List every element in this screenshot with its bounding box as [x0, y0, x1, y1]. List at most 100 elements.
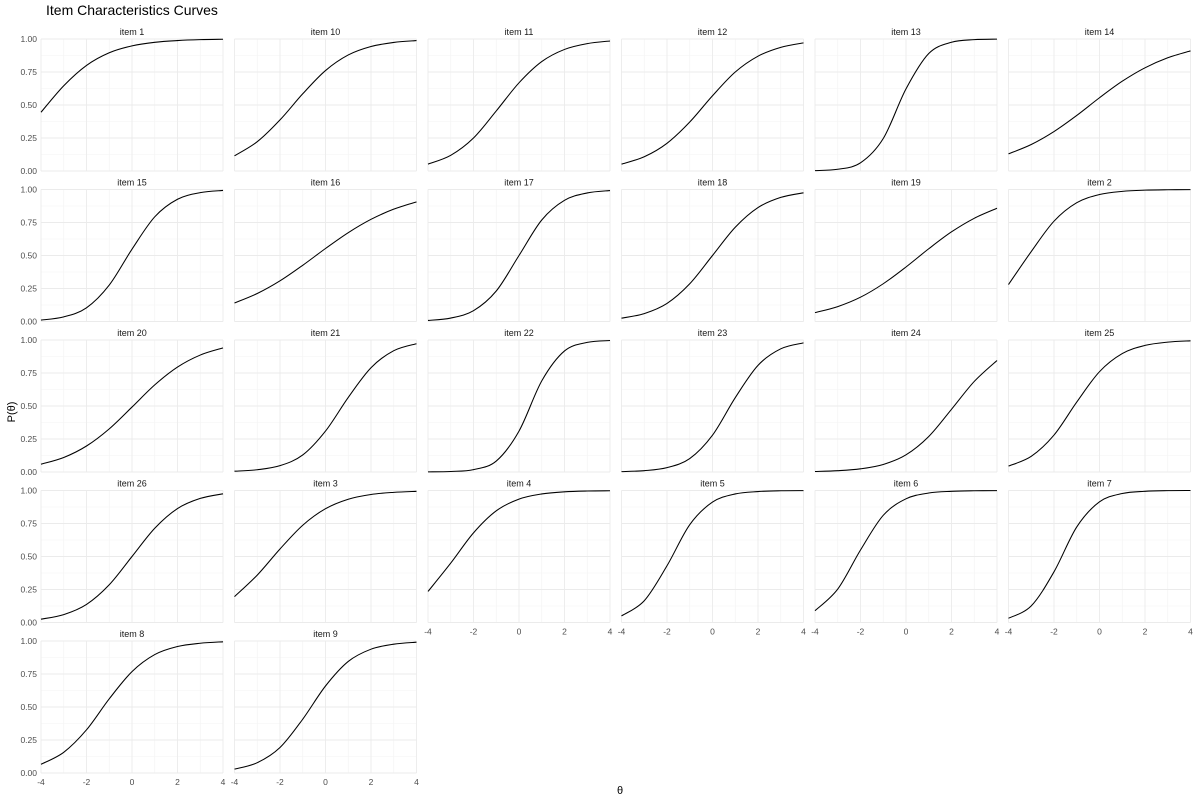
x-tick-label: 4 — [995, 627, 1000, 637]
x-tick-label: -4 — [1005, 627, 1013, 637]
facet-label: item 5 — [700, 479, 725, 489]
facet-label: item 15 — [117, 178, 147, 188]
facet-label: item 10 — [311, 27, 341, 37]
icc-curve — [40, 38, 224, 113]
facet-label: item 25 — [1085, 328, 1115, 338]
facet-panel: item 22 — [427, 328, 611, 473]
facet-panel: item 18 — [621, 178, 804, 322]
facet-label: item 12 — [698, 27, 728, 37]
y-tick-label: 1.00 — [20, 185, 37, 195]
x-tick-label: 0 — [904, 627, 909, 637]
y-tick-label: 0.50 — [20, 552, 37, 562]
icc-curve — [1008, 489, 1191, 619]
y-tick-label: 0.75 — [20, 669, 37, 679]
icc-curve — [814, 38, 998, 172]
icc-curve — [814, 490, 998, 612]
y-tick-label: 0.00 — [20, 618, 37, 628]
facet-panel: item 7 -4 -2 0 2 4 — [1005, 479, 1193, 637]
x-tick-label: 2 — [562, 627, 567, 637]
x-tick-label: 2 — [949, 627, 954, 637]
y-tick-label: 0.50 — [20, 401, 37, 411]
icc-curve — [234, 641, 417, 770]
x-tick-label: 2 — [369, 777, 374, 787]
y-tick-label: 0.75 — [20, 368, 37, 378]
icc-curve — [427, 490, 611, 592]
facet-label: item 23 — [698, 328, 728, 338]
facet-panels: item 1 0.00 0.25 0.50 0.75 1.00 item 10 item 11… — [20, 27, 1193, 787]
facet-panel: item 5 -4 -2 0 2 4 — [618, 479, 806, 637]
y-tick-label: 1.00 — [20, 636, 37, 646]
facet-panel: item 4 -4 -2 0 2 4 — [424, 479, 612, 637]
facet-panel: item 11 — [427, 27, 611, 172]
facet-panel: item 14 — [1008, 27, 1191, 172]
x-tick-label: -2 — [470, 627, 478, 637]
x-tick-label: 2 — [175, 777, 180, 787]
y-tick-label: 0.25 — [20, 284, 37, 294]
x-tick-label: -4 — [231, 777, 239, 787]
facet-panel: item 25 — [1008, 328, 1191, 473]
facet-label: item 1 — [120, 27, 145, 37]
icc-curve — [1008, 340, 1191, 467]
facet-panel: item 26 0.00 0.25 0.50 0.75 1.00 — [20, 479, 224, 628]
x-tick-label: -2 — [857, 627, 865, 637]
y-tick-label: 1.00 — [20, 34, 37, 44]
icc-curve — [40, 641, 224, 765]
x-tick-label: 4 — [608, 627, 613, 637]
icc-curve — [234, 201, 417, 304]
facet-label: item 3 — [313, 479, 338, 489]
x-tick-label: 4 — [221, 777, 226, 787]
x-tick-label: -2 — [1050, 627, 1058, 637]
facet-label: item 22 — [504, 328, 534, 338]
facet-panel: item 13 — [814, 27, 998, 172]
x-tick-label: -2 — [663, 627, 671, 637]
facet-panel: item 9 -4 -2 0 2 4 — [231, 629, 419, 787]
facet-panel: item 2 — [1008, 178, 1191, 322]
facet-label: item 8 — [120, 629, 145, 639]
y-tick-label: 0.00 — [20, 768, 37, 778]
facet-panel: item 15 0.00 0.25 0.50 0.75 1.00 — [20, 178, 224, 327]
facet-label: item 19 — [891, 178, 921, 188]
x-tick-label: 4 — [1188, 627, 1193, 637]
x-tick-label: 0 — [323, 777, 328, 787]
facet-label: item 13 — [891, 27, 921, 37]
x-tick-label: 2 — [756, 627, 761, 637]
y-tick-label: 0.00 — [20, 166, 37, 176]
y-tick-label: 0.75 — [20, 67, 37, 77]
icc-curve — [814, 207, 998, 314]
facet-label: item 6 — [894, 479, 919, 489]
facet-panel: item 6 -4 -2 0 2 4 — [811, 479, 999, 637]
x-tick-label: -2 — [276, 777, 284, 787]
facet-label: item 4 — [507, 479, 532, 489]
y-tick-label: 1.00 — [20, 486, 37, 496]
x-axis-title: θ — [617, 785, 623, 797]
facet-label: item 16 — [311, 178, 341, 188]
facet-label: item 26 — [117, 479, 147, 489]
facet-panel: item 1 0.00 0.25 0.50 0.75 1.00 — [20, 27, 224, 176]
icc-curve — [814, 360, 998, 472]
facet-panel: item 17 — [427, 178, 611, 322]
facet-panel: item 12 — [621, 27, 804, 172]
x-tick-label: -4 — [424, 627, 432, 637]
y-tick-label: 0.75 — [20, 519, 37, 529]
x-tick-label: 0 — [130, 777, 135, 787]
icc-curve — [234, 490, 417, 598]
facet-panel: item 20 0.00 0.25 0.50 0.75 1.00 — [20, 328, 224, 477]
facet-label: item 2 — [1087, 178, 1112, 188]
facet-panel: item 21 — [234, 328, 417, 473]
icc-curve — [40, 189, 224, 321]
facet-panel: item 16 — [234, 178, 417, 322]
icc-curve — [40, 493, 224, 620]
y-tick-label: 0.50 — [20, 702, 37, 712]
y-tick-label: 0.50 — [20, 251, 37, 261]
y-tick-label: 0.25 — [20, 735, 37, 745]
facet-panel: item 10 — [234, 27, 417, 172]
facet-label: item 14 — [1085, 27, 1115, 37]
facet-label: item 21 — [311, 328, 341, 338]
x-tick-label: 4 — [801, 627, 806, 637]
x-tick-label: 0 — [1097, 627, 1102, 637]
chart-title: Item Characteristics Curves — [46, 2, 218, 18]
facet-label: item 20 — [117, 328, 147, 338]
facet-label: item 24 — [891, 328, 921, 338]
y-tick-label: 0.75 — [20, 218, 37, 228]
